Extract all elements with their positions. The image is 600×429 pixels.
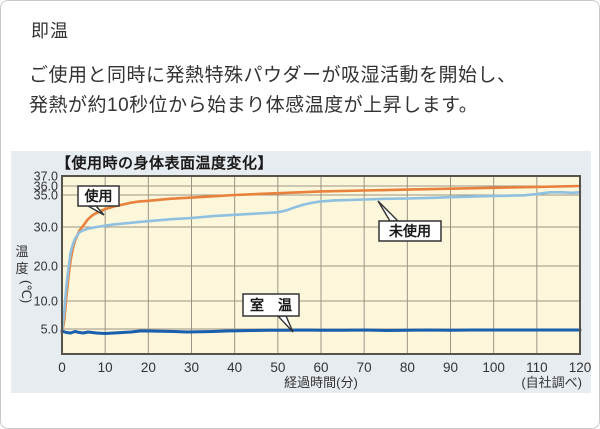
annotation-unused-box <box>378 220 442 242</box>
y-axis-title-char-2: 度 <box>15 261 28 276</box>
series-room-line <box>60 328 582 335</box>
x-tick-label: 80 <box>400 360 415 375</box>
page-heading: 即温 <box>31 21 69 41</box>
x-tick-label: 10 <box>98 360 113 375</box>
y-tick-label: 37.0 <box>34 170 58 184</box>
description-text: ご使用と同時に発熱特殊パウダーが吸湿活動を開始し、 発熱が約10秒位から始まり体… <box>29 61 517 121</box>
x-axis-label: 経過時間(分) <box>284 375 358 390</box>
y-tick-label: 5.0 <box>41 323 58 337</box>
temperature-chart: 【使用時の身体表面温度変化】 37.036.035.0 30.0 20.0 10.0 5… <box>15 154 592 390</box>
x-tick-label: 20 <box>141 360 156 375</box>
x-tick-label: 120 <box>569 360 592 375</box>
source-note: (自社調べ) <box>521 375 582 390</box>
y-axis-title-char-1: 温 <box>15 244 28 259</box>
annotation-room-box <box>242 293 300 317</box>
x-tick-label: 70 <box>357 360 372 375</box>
plot-border <box>61 175 581 355</box>
series-unused-line <box>60 190 582 333</box>
x-tick-label: 90 <box>443 360 458 375</box>
x-tick-label: 110 <box>526 360 548 375</box>
annotation-room-label: 室 温 <box>250 297 292 313</box>
description-line-1: ご使用と同時に発熱特殊パウダーが吸湿活動を開始し、 <box>29 65 517 86</box>
y-axis-title-unit: (℃) <box>19 280 34 303</box>
x-tick-label: 50 <box>270 360 285 375</box>
annotation-unused-label: 未使用 <box>389 223 431 239</box>
x-tick-label: 100 <box>482 360 505 375</box>
y-tick-label: 35.0 <box>34 189 58 203</box>
x-tick-label: 0 <box>58 360 66 375</box>
chart-title: 【使用時の身体表面温度変化】 <box>56 154 273 172</box>
x-tick-label: 60 <box>313 360 328 375</box>
x-tick-label: 30 <box>184 360 199 375</box>
y-tick-label: 20.0 <box>34 260 58 274</box>
plot-area: 37.036.035.0 30.0 20.0 10.0 5.0 0 10 20 30 40 50 60… <box>34 170 592 376</box>
annotation-used-box <box>77 185 120 207</box>
y-tick-label: 36.0 <box>34 180 58 194</box>
y-tick-label: 10.0 <box>34 295 58 309</box>
y-tick-label: 30.0 <box>34 221 58 235</box>
annotation-used-label: 使用 <box>84 188 113 204</box>
description-line-2: 発熱が約10秒位から始まり体感温度が上昇します。 <box>29 95 479 116</box>
x-tick-label: 40 <box>227 360 242 375</box>
